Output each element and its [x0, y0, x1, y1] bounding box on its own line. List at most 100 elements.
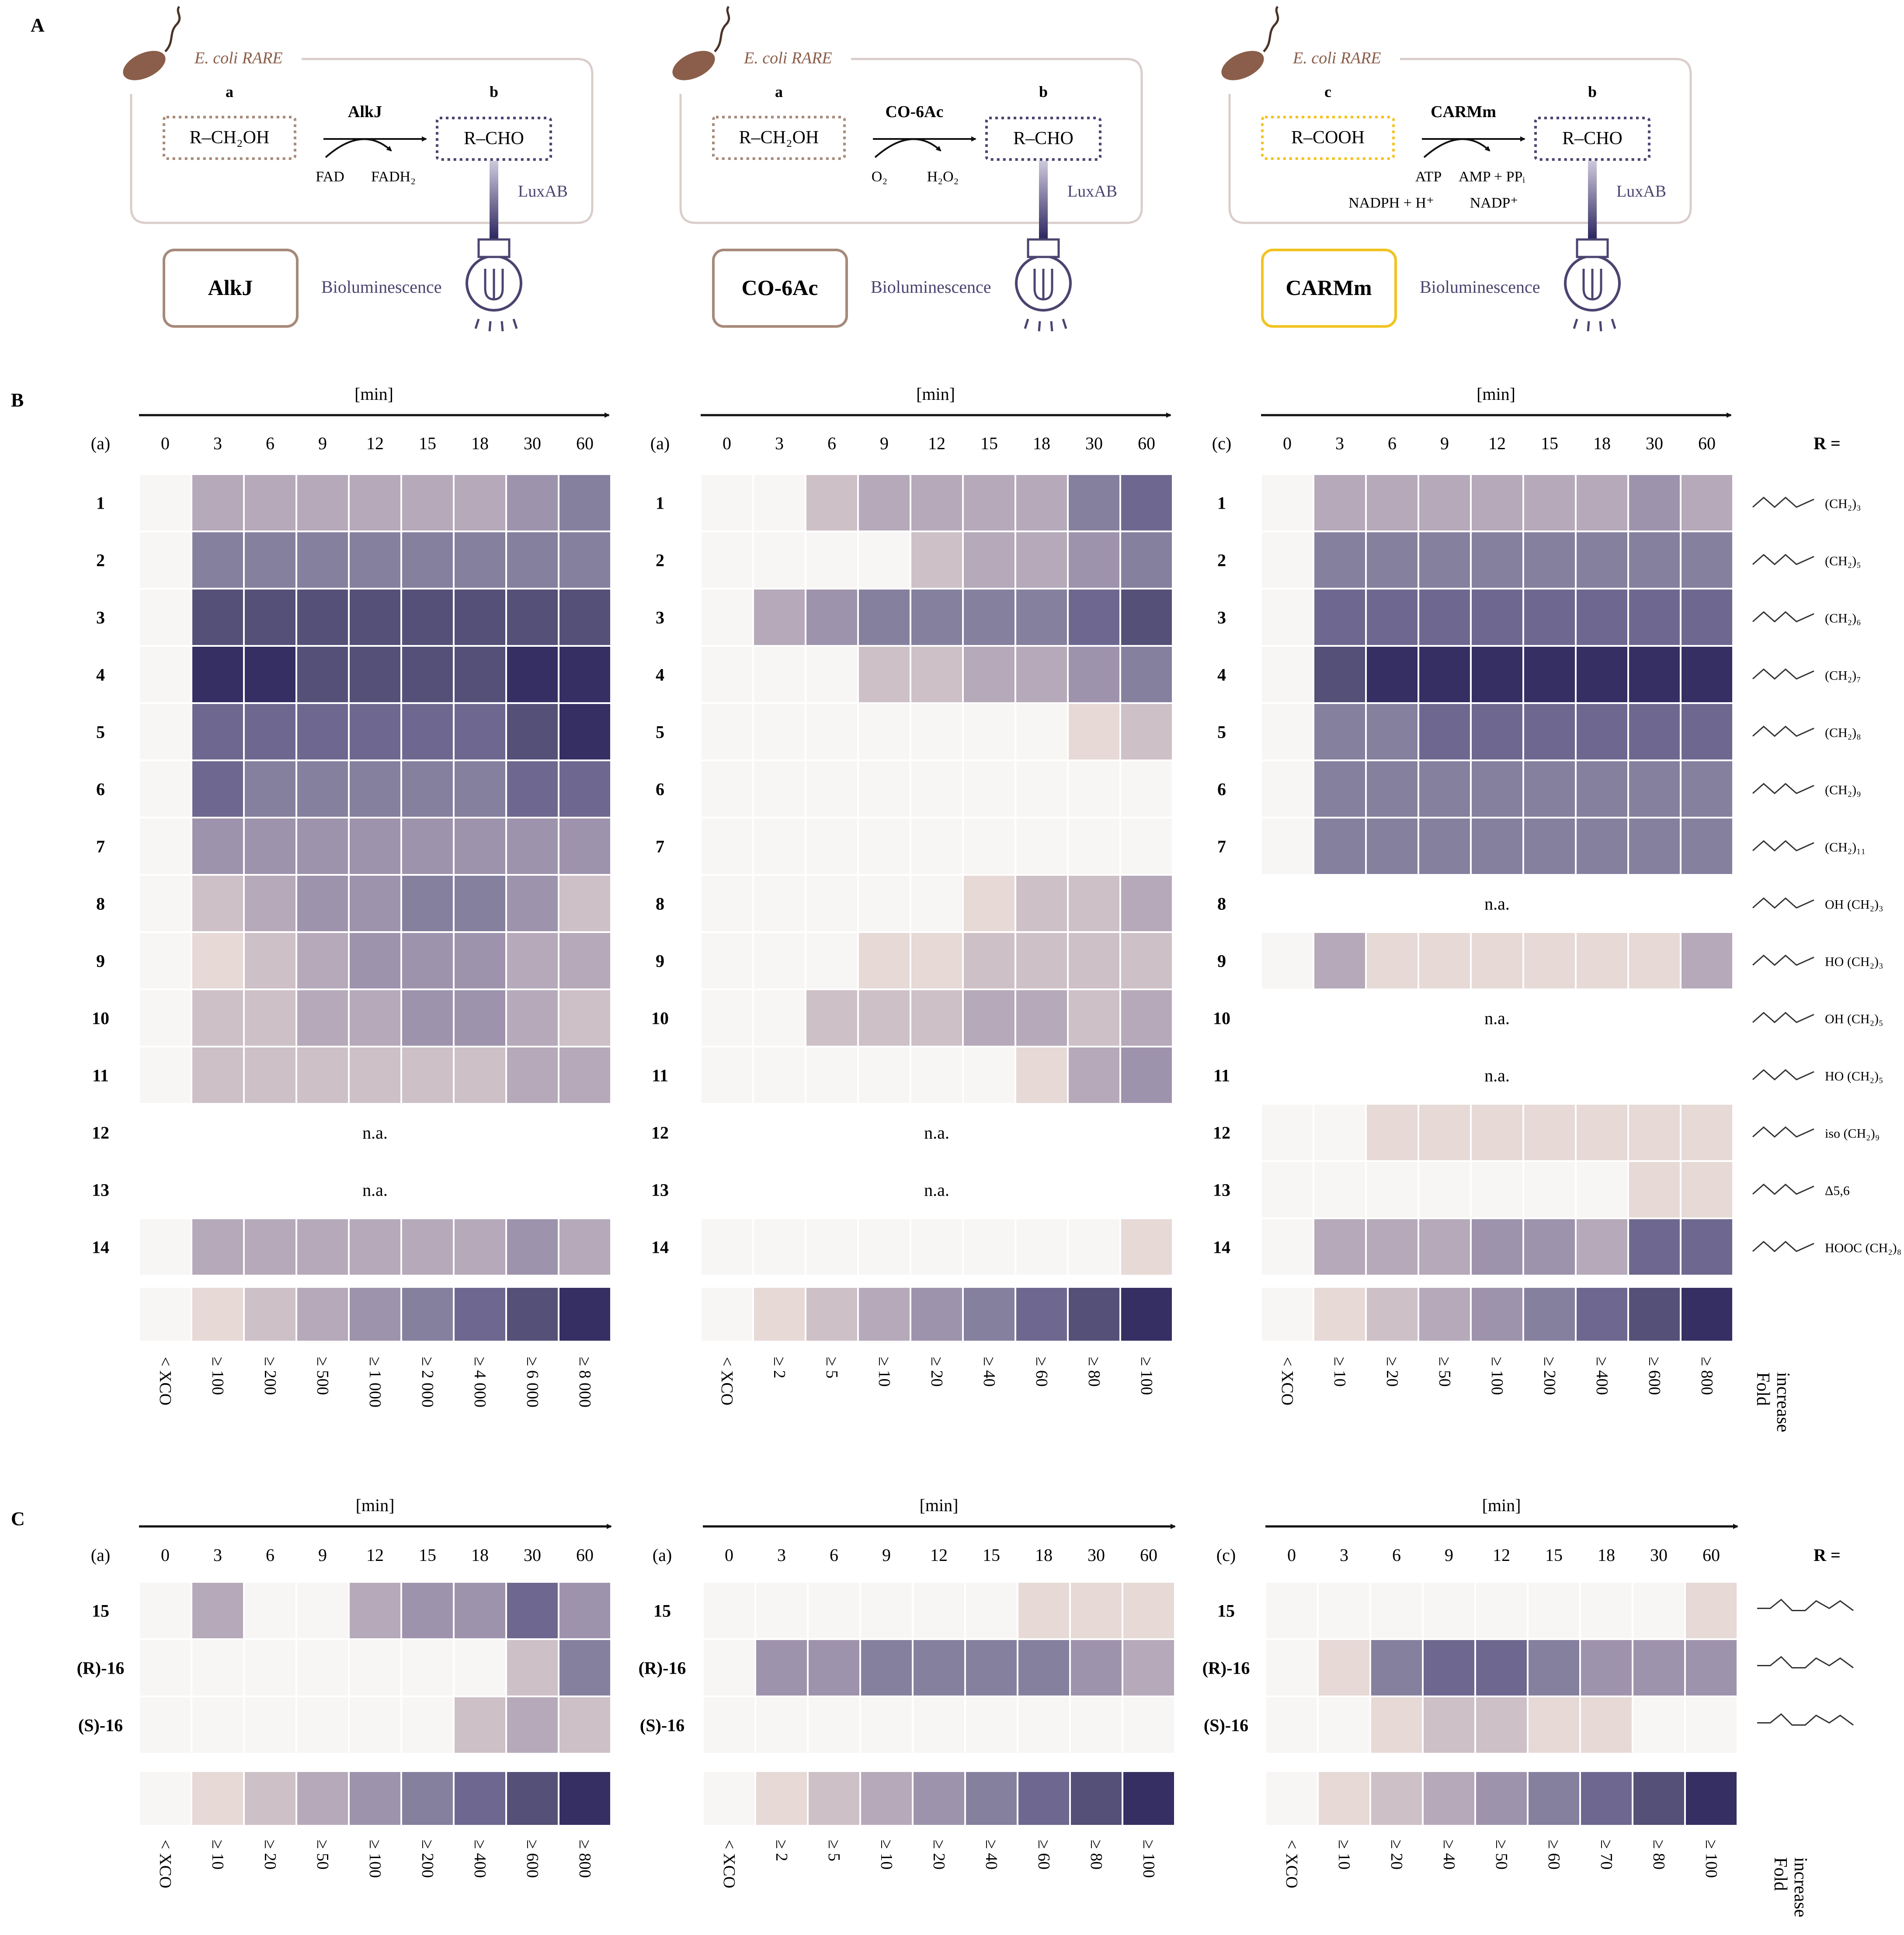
heatmap-cell — [505, 645, 559, 704]
heatmap-cell — [348, 817, 402, 876]
heatmap-cell — [1522, 531, 1577, 590]
heatmap-cell — [138, 702, 192, 761]
luxab-connector — [1039, 161, 1048, 239]
r-group-structure — [1752, 1012, 1814, 1023]
legend-tick: ≥ 500 — [313, 1357, 332, 1395]
heatmap-cell — [348, 1581, 402, 1640]
cell-outline — [679, 58, 1143, 224]
legend-tick: ≥ 100 — [208, 1357, 227, 1395]
row-label: 4 — [656, 665, 664, 685]
heatmap-cell — [754, 1581, 809, 1640]
heatmap-cell — [1418, 1160, 1472, 1219]
heatmap-cell — [1522, 702, 1577, 761]
heatmap-cell — [1418, 1103, 1472, 1162]
time-tick: 9 — [880, 433, 889, 453]
product-formula: R–CHO — [1013, 128, 1074, 149]
heatmap-cell — [1015, 531, 1069, 590]
row-label: 5 — [656, 722, 664, 742]
heatmap-cell — [910, 588, 964, 647]
heatmap-cell — [807, 1638, 861, 1697]
r-group-label: (CH₂)₁₁ — [1825, 840, 1866, 855]
heatmap-cell — [1575, 702, 1629, 761]
light-ray — [1587, 321, 1590, 332]
legend-cell — [1069, 1770, 1123, 1827]
heatmap-cell — [453, 931, 507, 990]
heatmap-cell — [1119, 817, 1174, 876]
heatmap-cell — [453, 531, 507, 590]
row-label: 13 — [1213, 1180, 1230, 1200]
legend-cell — [505, 1770, 559, 1827]
r-group-structure — [1752, 954, 1814, 966]
heatmap-cell — [1575, 1160, 1629, 1219]
heatmap-cell — [558, 588, 612, 647]
heatmap-cell — [857, 817, 911, 876]
heatmap-cell — [1260, 931, 1314, 990]
bacterium-icon — [672, 51, 715, 80]
time-tick: 12 — [1493, 1545, 1510, 1565]
time-tick: 12 — [366, 1545, 384, 1565]
time-tick: 0 — [161, 433, 170, 453]
heatmap-cell — [752, 874, 806, 933]
r-group-structure — [1752, 897, 1814, 909]
heatmap-cell — [1680, 931, 1734, 990]
legend-tick: ≥ 10 — [875, 1357, 893, 1387]
heatmap-cell — [805, 645, 859, 704]
heatmap-cell — [752, 1046, 806, 1105]
heatmap-cell — [805, 1046, 859, 1105]
product-box — [1534, 117, 1650, 161]
time-tick: 6 — [827, 433, 836, 453]
r-group-label: (CH₂)₅ — [1825, 554, 1861, 569]
heatmap-cell — [910, 1217, 964, 1276]
time-tick: 15 — [419, 1545, 436, 1565]
legend-tick: ≥ 50 — [313, 1840, 332, 1869]
heatmap-cell — [700, 1046, 754, 1105]
legend-cell — [191, 1286, 245, 1342]
legend-cell — [805, 1286, 859, 1342]
heatmap-cell — [348, 874, 402, 933]
product-id: b — [1588, 83, 1597, 101]
heatmap-cell — [1067, 874, 1121, 933]
r-group-structure — [1752, 783, 1814, 794]
r-group-label: HOOC (CH₂)₈ — [1825, 1241, 1901, 1255]
row-label: 2 — [96, 551, 105, 570]
heatmap-cell — [910, 1046, 964, 1105]
product-box — [436, 117, 552, 161]
row-label: 7 — [1217, 837, 1226, 857]
heatmap-cell — [505, 759, 559, 818]
heatmap-cell — [295, 702, 350, 761]
heatmap-cell — [1365, 588, 1419, 647]
legend-cell — [1527, 1770, 1581, 1827]
legend-tick: ≥ 70 — [1597, 1840, 1616, 1869]
heatmap-cell — [1627, 588, 1682, 647]
heatmap-cell — [400, 1696, 455, 1755]
heatmap-cell — [912, 1638, 966, 1697]
substrate-id: (a) — [91, 1545, 110, 1565]
heatmap-cell — [962, 645, 1016, 704]
na-label: n.a. — [1484, 1066, 1510, 1085]
heatmap-cell — [138, 931, 192, 990]
legend-tick: ≥ 20 — [930, 1840, 948, 1869]
heatmap-cell — [1119, 874, 1174, 933]
heatmap-cell — [910, 531, 964, 590]
legend-cell — [1522, 1286, 1577, 1342]
heatmap-cell — [453, 473, 507, 532]
legend-cell — [505, 1286, 559, 1342]
flagellum-icon — [1263, 6, 1279, 52]
row-label: (S)-16 — [1204, 1716, 1248, 1735]
heatmap-cell — [962, 1046, 1016, 1105]
legend-tick: ≥ 80 — [1087, 1840, 1105, 1869]
heatmap-cell — [453, 817, 507, 876]
time-tick: 15 — [980, 433, 998, 453]
heatmap-cell — [1313, 531, 1367, 590]
heatmap-cell — [243, 1046, 297, 1105]
legend-tick: ≥ 100 — [1488, 1357, 1506, 1395]
legend-cell — [1369, 1770, 1424, 1827]
cell-outline — [130, 58, 594, 224]
heatmap-cell — [1575, 817, 1629, 876]
legend-cell — [453, 1286, 507, 1342]
heatmap-cell — [1119, 1217, 1174, 1276]
light-ray — [1599, 321, 1602, 332]
row-label: 10 — [92, 1009, 109, 1028]
heatmap-cell — [1369, 1581, 1424, 1640]
